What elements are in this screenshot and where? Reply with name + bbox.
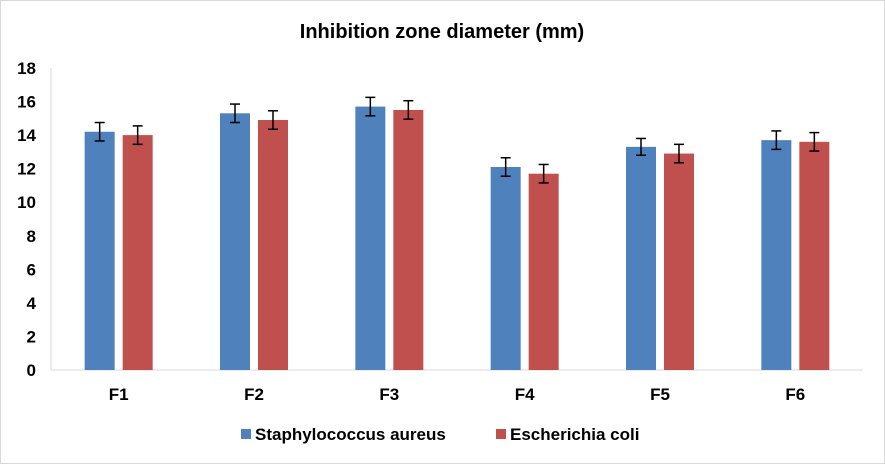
bar-f2-series-1 xyxy=(220,113,250,371)
error-bar xyxy=(94,121,105,142)
error-bar xyxy=(674,143,684,164)
y-tick-label: 2 xyxy=(27,327,36,346)
bar-f5-series-1 xyxy=(626,146,656,370)
legend-label: Staphylococcus aureus xyxy=(255,425,446,444)
chart-title: Inhibition zone diameter (mm) xyxy=(300,21,584,43)
bar-f3-series-1 xyxy=(355,106,386,370)
bar-f1-series-1 xyxy=(84,131,115,370)
legend-swatch xyxy=(496,429,506,439)
error-bar xyxy=(636,137,646,156)
x-axis: F1 F2 F3 F4 F5 F6 xyxy=(51,369,863,404)
legend-item: Staphylococcus aureus xyxy=(241,425,446,444)
y-tick-label: 12 xyxy=(17,160,36,179)
bar-f1-series-2 xyxy=(122,135,153,370)
y-tick-label: 0 xyxy=(27,361,36,380)
bar-f2-series-2 xyxy=(258,120,288,370)
error-bar xyxy=(403,99,414,120)
error-bar xyxy=(809,131,820,152)
legend-label: Escherichia coli xyxy=(510,425,639,444)
x-tick-label: F6 xyxy=(785,385,805,404)
error-bar xyxy=(268,110,278,130)
error-bar xyxy=(132,125,143,146)
legend: Staphylococcus aureus Escherichia coli xyxy=(241,425,639,444)
legend-swatch xyxy=(241,429,251,439)
bar-f6-series-1 xyxy=(761,140,792,370)
bars xyxy=(84,96,830,371)
legend-item: Escherichia coli xyxy=(496,425,639,444)
x-tick-label: F5 xyxy=(650,385,670,404)
y-tick-label: 16 xyxy=(17,93,36,112)
y-tick-label: 18 xyxy=(17,59,36,78)
x-tick-label: F1 xyxy=(109,385,129,404)
error-bar xyxy=(230,103,240,124)
x-tick-label: F2 xyxy=(244,385,264,404)
y-tick-label: 6 xyxy=(27,260,36,279)
error-bar xyxy=(538,163,549,184)
error-bar xyxy=(500,157,511,177)
bar-f3-series-2 xyxy=(393,109,424,370)
y-tick-label: 8 xyxy=(27,227,36,246)
bar-f6-series-2 xyxy=(799,141,830,370)
error-bar xyxy=(365,96,376,117)
y-axis: 0 2 4 6 8 10 12 14 16 18 xyxy=(17,59,52,380)
x-tick-label: F4 xyxy=(515,385,535,404)
bar-f5-series-2 xyxy=(664,153,694,370)
x-tick-label: F3 xyxy=(379,385,399,404)
bar-f4-series-2 xyxy=(528,173,559,370)
y-tick-label: 10 xyxy=(17,193,36,212)
y-tick-label: 4 xyxy=(27,294,37,313)
y-tick-label: 14 xyxy=(17,126,36,145)
bar-f4-series-1 xyxy=(490,166,521,370)
error-bar xyxy=(771,130,782,151)
